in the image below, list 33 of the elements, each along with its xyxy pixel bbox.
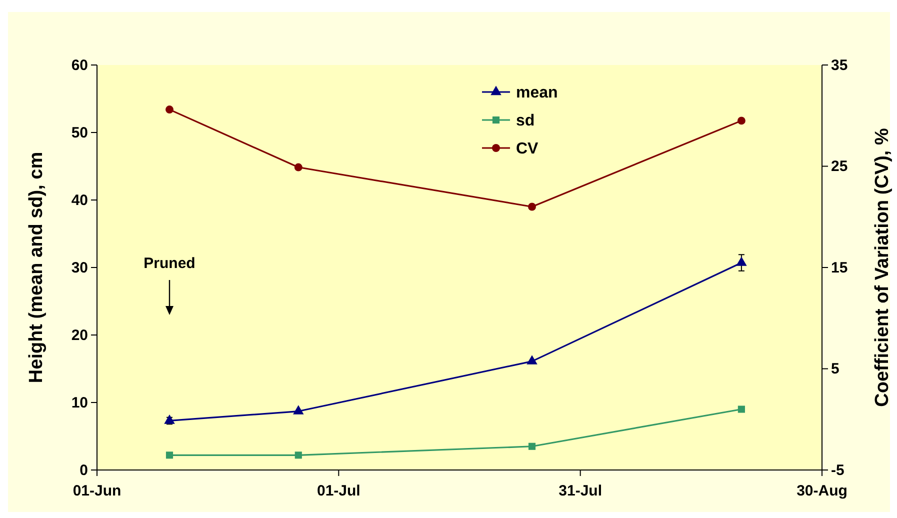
legend-label: mean	[516, 84, 558, 102]
y2-axis-title: Coefficient of Variation (CV), %	[872, 128, 893, 407]
point	[294, 452, 302, 459]
y2-tick-label: 35	[831, 56, 848, 74]
point	[738, 406, 745, 413]
y-tick-label: 60	[71, 56, 88, 74]
y-tick-label: 50	[71, 124, 88, 142]
point	[736, 256, 747, 266]
point	[293, 405, 304, 414]
annotation: Pruned	[144, 255, 196, 272]
y-tick-label: 10	[71, 394, 88, 412]
y2-tick-label: 15	[831, 259, 848, 276]
point	[166, 452, 174, 459]
y-tick-label: 20	[71, 326, 88, 344]
y-axis-title: Height (mean and sd), cm	[26, 152, 47, 384]
x-tick-label: 01-Jul	[316, 482, 360, 500]
x-tick-label: 30-Aug	[796, 482, 848, 500]
y2-tick-label: 5	[831, 360, 840, 378]
x-tick-label: 01-Jun	[72, 482, 122, 500]
point	[737, 116, 746, 125]
point	[294, 163, 302, 172]
point	[526, 355, 538, 364]
y-tick-label: 40	[71, 192, 88, 209]
point	[166, 106, 174, 114]
y-tick-label: 0	[80, 462, 88, 479]
x-tick-label: 31-Jul	[558, 482, 602, 500]
y2-tick-label: 25	[831, 158, 848, 176]
y2-tick-label: -5	[831, 462, 844, 479]
point	[528, 202, 536, 211]
point	[528, 442, 536, 450]
legend-label: sd	[516, 112, 535, 130]
legend-label: CV	[516, 140, 539, 158]
y-tick-label: 30	[71, 259, 88, 276]
